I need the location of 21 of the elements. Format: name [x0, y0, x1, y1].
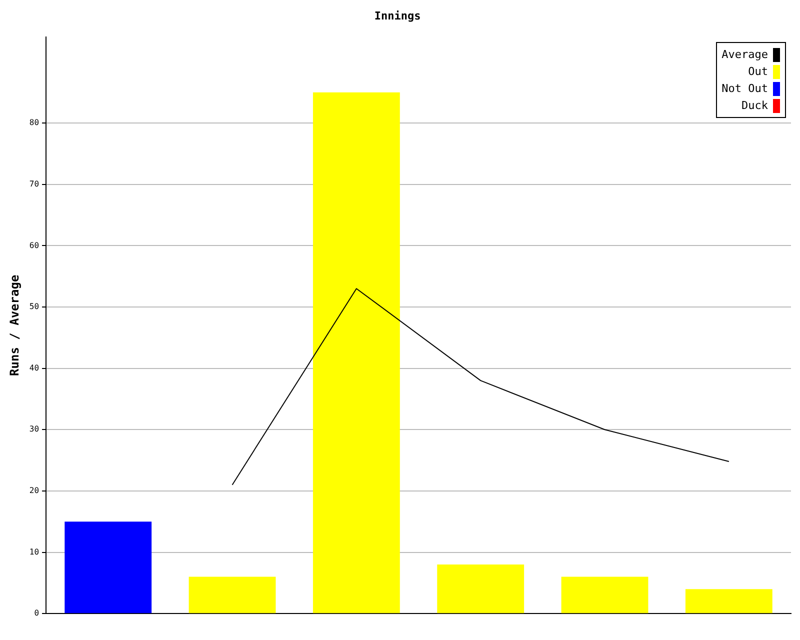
y-tick-label: 20	[29, 486, 40, 496]
bar	[437, 564, 524, 614]
y-tick-label: 40	[29, 363, 40, 372]
legend-label: Duck	[742, 99, 768, 112]
y-tick-label: 10	[29, 547, 40, 556]
y-tick-label: 30	[29, 424, 40, 434]
bar	[312, 92, 400, 614]
y-tick-label: 0	[34, 608, 40, 618]
legend-label: Out	[748, 65, 768, 78]
y-tick-label: 80	[29, 118, 40, 128]
legend-label: Average	[722, 48, 768, 61]
chart-title: Innings	[374, 9, 421, 22]
y-tick-label: 60	[29, 240, 40, 250]
bar	[685, 589, 772, 614]
bar	[64, 522, 152, 614]
bar	[188, 576, 276, 614]
legend-label: Not Out	[722, 82, 768, 95]
y-axis-title: Runs / Average	[7, 274, 22, 376]
y-tick-label: 70	[29, 179, 40, 188]
bar	[561, 576, 648, 614]
y-tick-label: 50	[29, 302, 40, 312]
